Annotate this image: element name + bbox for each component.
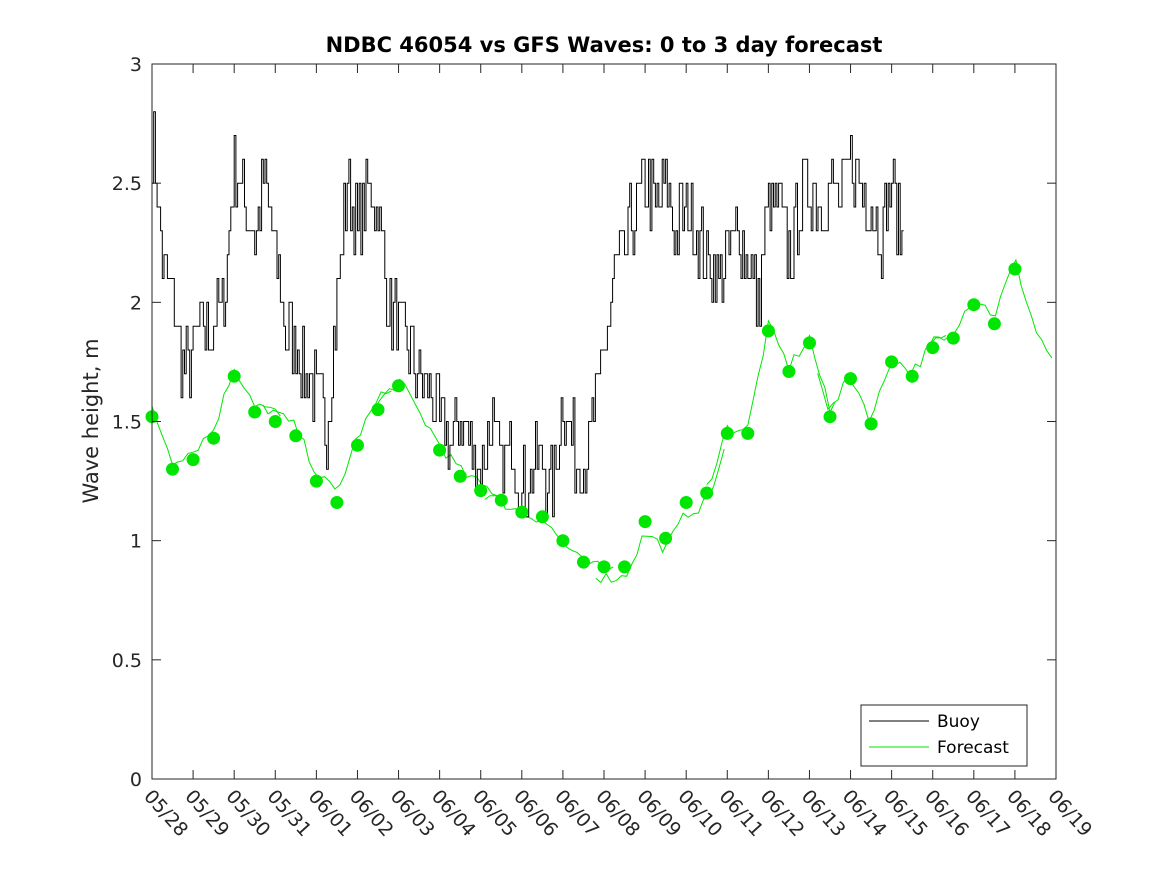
x-tick-label: 06/04: [427, 786, 480, 841]
forecast-point: [700, 486, 714, 500]
axis-ticks: [151, 63, 1057, 780]
y-tick-label: 0.5: [112, 650, 142, 672]
buoy-line: [152, 111, 904, 518]
forecast-point: [885, 355, 899, 369]
forecast-point: [577, 555, 590, 569]
forecast-point: [351, 438, 364, 452]
x-tick-label: 06/02: [345, 786, 398, 841]
x-tick-label: 06/08: [591, 786, 644, 841]
x-tick-label: 06/01: [304, 786, 357, 841]
forecast-point: [946, 331, 960, 345]
forecast-point: [433, 443, 447, 457]
forecast-point: [618, 560, 631, 574]
y-tick-label: 1.5: [112, 412, 142, 434]
legend-box: [860, 704, 1028, 767]
x-tick-label: 06/13: [797, 786, 850, 841]
x-tick-label: 06/18: [1002, 786, 1055, 841]
forecast-point: [659, 531, 673, 545]
plot-background: [152, 64, 1056, 779]
forecast-point: [803, 336, 816, 350]
x-tick-label: 06/12: [756, 786, 809, 841]
forecast-point: [761, 324, 775, 338]
forecast-line: [817, 334, 947, 423]
y-tick-label: 0: [130, 769, 142, 791]
forecast-point: [1008, 262, 1022, 276]
y-tick-label: 2.5: [112, 173, 142, 195]
x-tick-label: 06/15: [879, 786, 932, 841]
forecast-point: [392, 379, 405, 393]
forecast-point: [597, 560, 611, 574]
x-tick-label: 05/30: [221, 786, 274, 841]
y-tick-label: 2: [130, 292, 142, 314]
forecast-point: [186, 453, 200, 467]
x-tick-label: 05/28: [139, 786, 192, 841]
forecast-point: [227, 369, 241, 383]
forecast-point: [535, 510, 549, 524]
forecast-point: [289, 429, 303, 443]
x-tick-label: 06/16: [920, 786, 973, 841]
forecast-point: [474, 484, 488, 498]
y-tick-labels: 0 0.5 1 1.5 2 2.5 3: [112, 54, 142, 791]
x-tick-label: 06/03: [386, 786, 439, 841]
forecast-point: [515, 505, 529, 519]
forecast-line: [595, 448, 725, 584]
x-tick-label: 05/29: [180, 786, 233, 841]
x-tick-label: 06/19: [1043, 786, 1096, 841]
forecast-point: [309, 474, 323, 488]
x-tick-label: 06/05: [468, 786, 521, 841]
x-tick-label: 06/10: [673, 786, 726, 841]
forecast-points: [145, 262, 1022, 574]
forecast-point: [844, 372, 857, 386]
x-tick-label: 06/11: [715, 786, 768, 841]
forecast-point: [330, 496, 344, 509]
forecast-point: [371, 403, 385, 417]
chart-title: NDBC 46054 vs GFS Waves: 0 to 3 day fore…: [326, 33, 883, 57]
y-tick-label: 1: [130, 531, 142, 553]
forecast-point: [987, 317, 1001, 331]
forecast-point: [782, 365, 796, 378]
plot-area: [145, 63, 1057, 780]
forecast-point: [248, 405, 262, 419]
x-tick-label: 06/17: [961, 786, 1014, 841]
forecast-point: [207, 431, 221, 445]
y-tick-label: 3: [130, 54, 142, 76]
forecast-point: [864, 417, 878, 431]
forecast-line: [262, 390, 392, 490]
forecast-point: [741, 426, 755, 440]
forecast-point: [638, 515, 652, 529]
y-axis-label: Wave height, m: [79, 338, 103, 503]
x-tick-label: 06/06: [509, 786, 562, 841]
legend: Buoy Forecast: [860, 704, 1028, 767]
forecast-point: [905, 369, 919, 383]
forecast-point: [823, 410, 837, 424]
x-tick-label: 06/09: [632, 786, 685, 841]
forecast-point: [166, 462, 179, 476]
forecast-point: [720, 426, 734, 440]
x-tick-label: 05/31: [263, 786, 316, 841]
buoy-series: [152, 111, 904, 518]
forecast-point: [679, 496, 693, 509]
x-tick-label: 06/07: [550, 786, 603, 841]
forecast-point: [268, 415, 282, 428]
forecast-point: [556, 534, 570, 548]
forecast-point: [453, 469, 467, 483]
x-tick-label: 06/14: [838, 786, 891, 841]
forecast-point: [967, 298, 981, 312]
forecast-point: [494, 493, 508, 507]
x-tick-labels: 05/2805/2905/3005/3106/0106/0206/0306/04…: [139, 786, 1096, 841]
legend-forecast-label: Forecast: [937, 738, 1009, 758]
forecast-point: [926, 341, 940, 355]
legend-buoy-label: Buoy: [937, 712, 980, 732]
forecast-line: [484, 495, 614, 571]
